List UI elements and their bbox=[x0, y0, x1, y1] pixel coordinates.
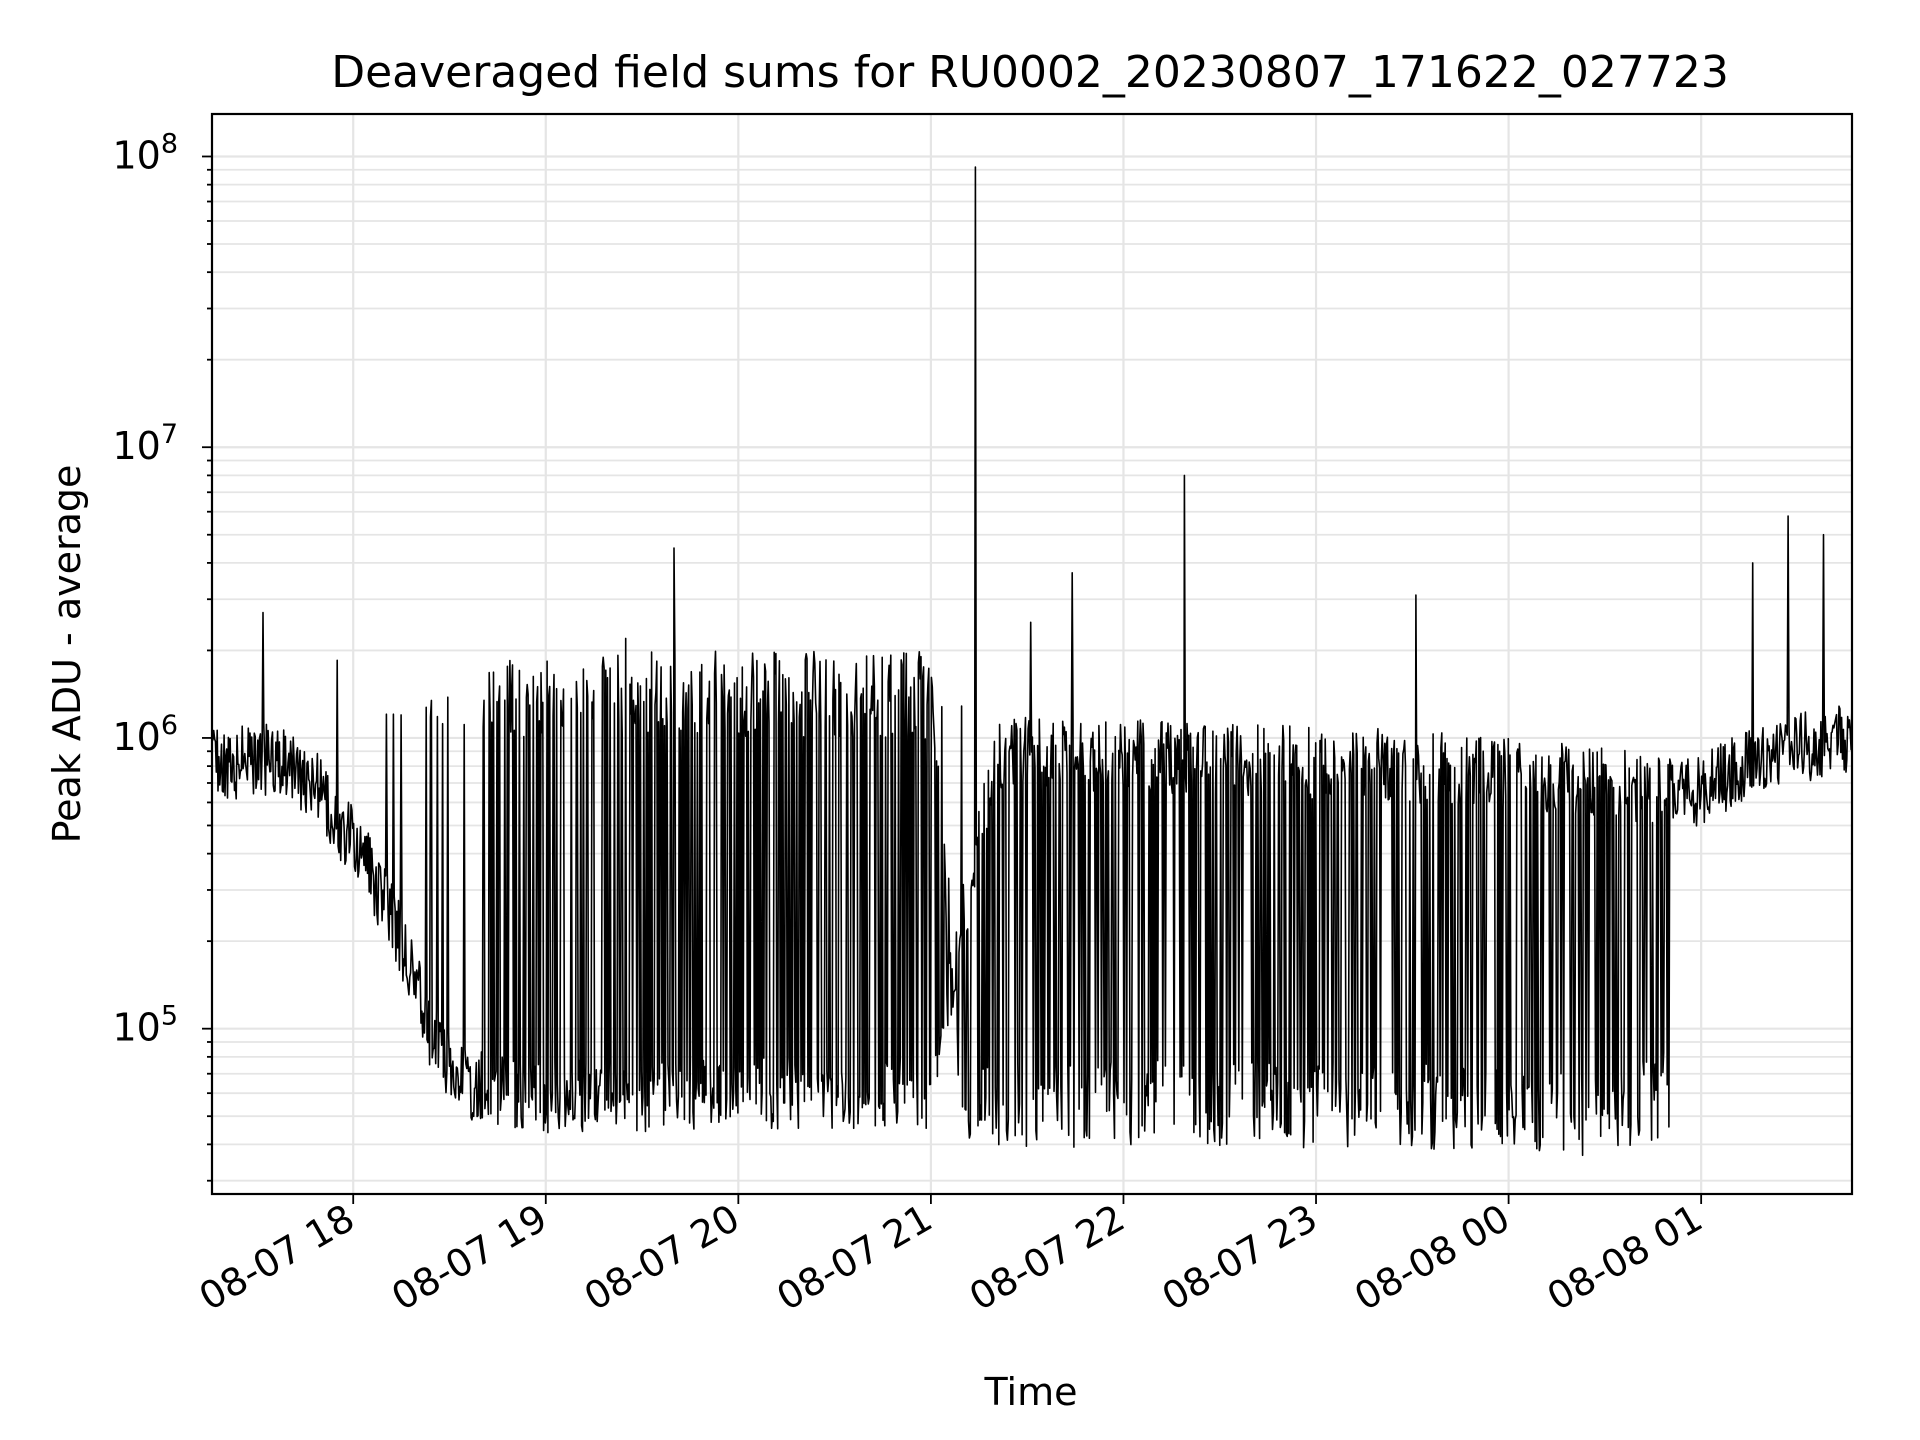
series-line bbox=[211, 166, 1853, 1157]
y-tick-label: 108 bbox=[112, 128, 178, 177]
x-axis-label: Time bbox=[984, 1370, 1078, 1414]
y-axis: 105 106 107 108 bbox=[112, 128, 212, 1182]
y-axis-label: Peak ADU - average bbox=[45, 465, 89, 844]
y-tick-label: 105 bbox=[112, 1001, 178, 1050]
axes-frame bbox=[210, 112, 1854, 1196]
chart-title: Deaveraged field sums for RU0002_2023080… bbox=[331, 47, 1729, 98]
plot-area bbox=[210, 112, 1854, 1196]
series-layer bbox=[211, 166, 1853, 1157]
y-tick-label: 106 bbox=[112, 710, 178, 759]
y-tick-label: 107 bbox=[112, 419, 178, 468]
